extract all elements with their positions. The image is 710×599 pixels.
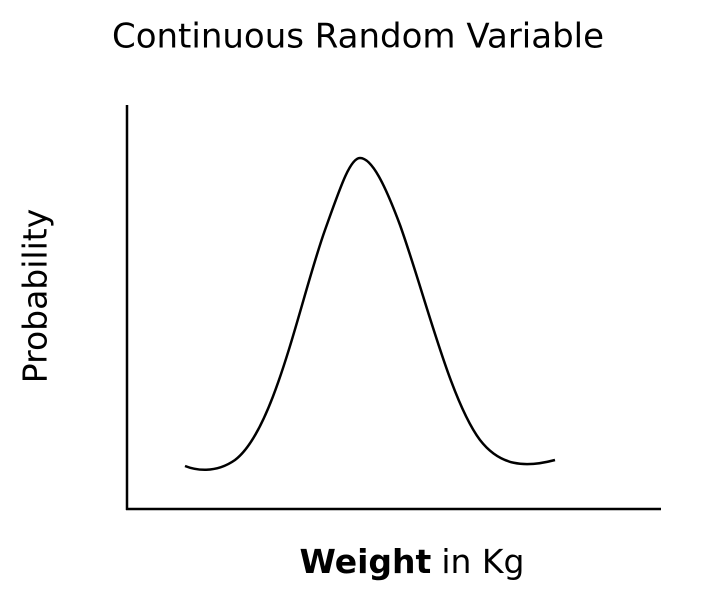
x-axis-label: Weight in Kg bbox=[300, 542, 525, 581]
title: Continuous Random Variable bbox=[112, 17, 604, 57]
x-axis-label-bold: Weight bbox=[300, 542, 432, 581]
x-axis-label-rest: in Kg bbox=[441, 542, 524, 581]
bell-curve bbox=[184, 156, 556, 471]
y-axis-label: Probability bbox=[16, 209, 55, 383]
